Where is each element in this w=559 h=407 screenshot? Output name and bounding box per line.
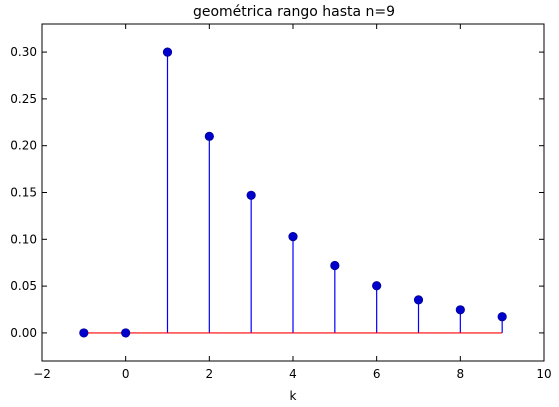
stem-marker <box>246 190 256 200</box>
stem-marker <box>413 295 424 305</box>
chart-title: geométrica rango hasta n=9 <box>193 4 395 20</box>
x-axis-ticks: −2 0 2 4 6 8 10 <box>33 24 552 381</box>
stem-marker <box>162 47 173 57</box>
y-tick-label: 0.20 <box>10 139 37 153</box>
stems <box>166 52 503 333</box>
y-tick-label: 0.25 <box>10 92 37 106</box>
stem-marker <box>79 328 89 338</box>
x-tick-label: 2 <box>206 367 214 381</box>
y-axis-ticks: 0.00 0.05 0.10 0.15 0.20 0.25 0.30 <box>10 45 544 340</box>
y-tick-label: 0.05 <box>10 279 37 293</box>
x-tick-label: 6 <box>373 367 381 381</box>
markers <box>79 47 507 338</box>
x-tick-label: 0 <box>122 367 130 381</box>
y-tick-label: 0.10 <box>10 232 37 246</box>
y-tick-label: 0.15 <box>10 186 37 200</box>
stem-marker <box>372 281 382 291</box>
stem-marker <box>288 231 298 242</box>
x-axis-label: k <box>290 389 297 403</box>
y-tick-label: 0.30 <box>10 45 37 59</box>
stem-marker <box>330 260 340 271</box>
stem-marker <box>455 305 465 315</box>
stem-marker <box>497 312 507 322</box>
y-tick-label: 0.00 <box>10 326 37 340</box>
x-tick-label: 4 <box>289 367 297 381</box>
stem-marker <box>121 328 131 338</box>
x-tick-label: 10 <box>536 367 551 381</box>
stem-marker <box>204 131 214 141</box>
x-tick-label: −2 <box>33 367 51 381</box>
x-tick-label: 8 <box>457 367 465 381</box>
